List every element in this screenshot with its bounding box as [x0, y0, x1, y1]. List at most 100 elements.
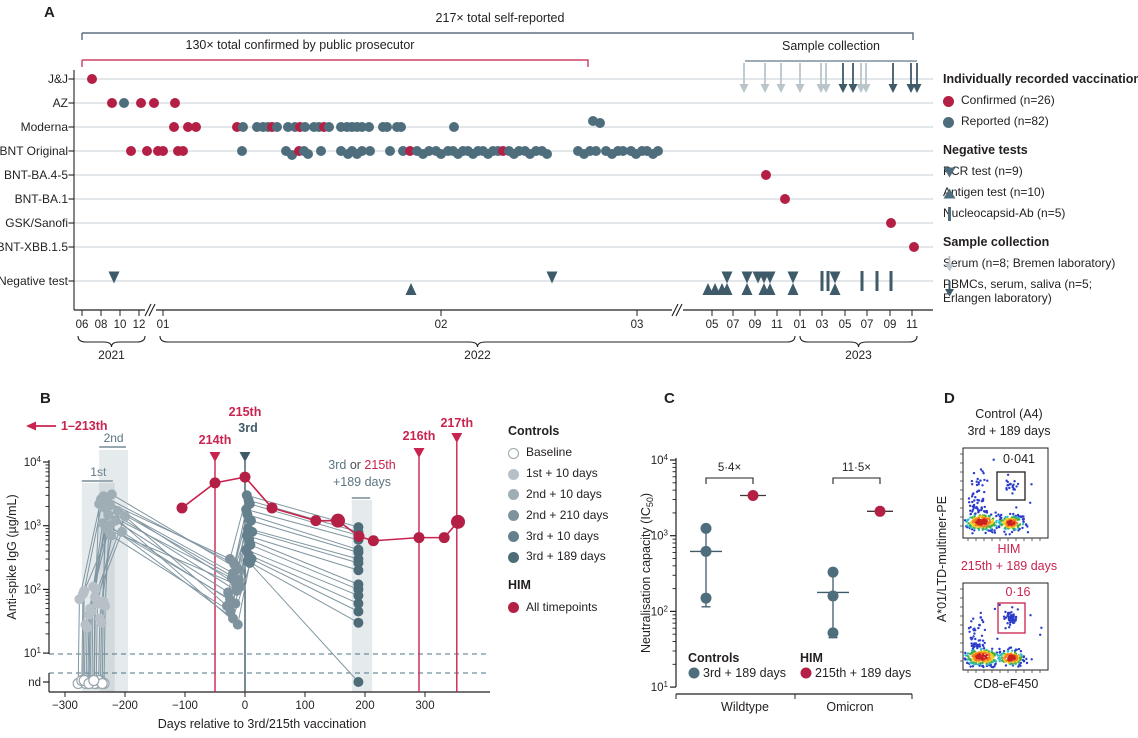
confirmed-vaccination-dot	[126, 146, 136, 156]
flow-event-dot	[979, 468, 983, 471]
flow-event-dot	[978, 623, 981, 627]
flow-event-dot	[983, 654, 986, 658]
flow-event-dot	[1018, 663, 1021, 666]
flow-event-dot	[1013, 621, 1016, 624]
flow-event-dot	[991, 656, 994, 660]
flow-event-dot	[982, 620, 985, 624]
flow-event-dot	[994, 511, 997, 514]
year-brace	[799, 335, 918, 348]
flow-event-dot	[969, 626, 972, 629]
control-point	[353, 557, 364, 568]
flow-event-dot	[971, 644, 975, 647]
flow-event-dot	[968, 501, 971, 504]
reported-dot-icon	[943, 116, 954, 128]
nucleocapsid-bar-icon	[948, 206, 951, 221]
reported-vaccination-dot	[398, 146, 408, 156]
flow-event-dot	[1019, 650, 1023, 653]
flow-event-dot	[1010, 611, 1013, 614]
flow-event-dot	[1006, 614, 1009, 618]
panel-d-letter: D	[944, 390, 955, 407]
flow-event-dot	[1001, 523, 1004, 526]
flow-event-dot	[991, 520, 995, 523]
bracket-label: 130× total confirmed by public prosecuto…	[186, 38, 415, 52]
confirmed-vaccination-dot	[87, 74, 97, 84]
y-axis-label: Anti-spike IgG (µg/mL)	[5, 494, 19, 619]
flow-event-dot	[970, 620, 973, 623]
sample-arrow-head	[776, 84, 786, 93]
antigen-test-marker	[721, 283, 733, 295]
gate-percentage: 0·16	[1005, 585, 1030, 599]
x-tick-label: 09	[884, 319, 897, 331]
x-tick-label: 01	[794, 319, 807, 331]
antigen-test-marker	[829, 283, 841, 295]
flow-event-dot	[1016, 524, 1019, 528]
controls-dot-icon	[688, 667, 700, 679]
y-tick-label: 101	[651, 680, 669, 694]
x-tick-label: 03	[631, 319, 644, 331]
confirmed-vaccination-dot	[405, 146, 415, 156]
x-tick-label: 08	[95, 319, 108, 331]
sample-arrow-head	[888, 84, 898, 93]
vaccinations-legend-title: Individually recorded vaccinations	[943, 72, 1138, 86]
flow-event-dot	[969, 665, 972, 668]
control-point	[827, 590, 839, 602]
him-point	[874, 505, 886, 517]
stage2-dot-icon	[508, 489, 519, 501]
legend-item-confirmed: Confirmed (n=26)	[943, 94, 1138, 108]
flow-event-dot	[970, 642, 973, 645]
flow-event-dot	[978, 657, 981, 660]
him-point	[331, 513, 345, 528]
x-tick-label: 10	[114, 319, 127, 331]
flow-event-dot	[1012, 487, 1015, 490]
sample-arrow-head	[848, 84, 858, 93]
flow-event-dot	[1008, 486, 1011, 490]
him-point	[266, 502, 278, 514]
control-trajectory	[81, 510, 359, 681]
year-label: 2022	[464, 348, 491, 362]
flow-event-dot	[1019, 515, 1022, 518]
gate-percentage: 0·041	[1003, 452, 1035, 466]
flow-event-dot	[1002, 522, 1006, 525]
flow-event-dot	[975, 483, 979, 487]
event-triangle	[413, 448, 425, 458]
flow-event-dot	[992, 659, 995, 662]
flow-event-dot	[971, 483, 974, 486]
flow-event-dot	[977, 663, 980, 666]
row-label: J&J	[48, 72, 68, 86]
him-line	[181, 476, 459, 542]
control-point	[94, 613, 105, 624]
flow-event-dot	[1013, 655, 1016, 658]
flow-event-dot	[1003, 658, 1006, 662]
flow-event-dot	[970, 479, 974, 483]
flow-event-dot	[970, 495, 974, 498]
him-legend-item: 215th + 189 days	[815, 666, 911, 680]
him-point	[367, 535, 379, 547]
reported-vaccination-dot	[424, 146, 434, 156]
flow-event-dot	[1009, 512, 1012, 516]
flow-event-dot	[966, 661, 969, 664]
flow-event-dot	[1022, 655, 1025, 659]
flow-event-dot	[1022, 520, 1025, 523]
x-tick-label: 03	[816, 319, 829, 331]
control-point	[231, 585, 242, 596]
flow-event-dot	[967, 518, 970, 521]
flow-event-dot	[1005, 487, 1008, 490]
flow-event-dot	[1012, 516, 1015, 519]
flow-event-dot	[1008, 646, 1011, 650]
legend-item-1st-10: 1st + 10 days	[508, 466, 640, 481]
fold-change-label: 5·4×	[718, 462, 741, 474]
control-point	[827, 627, 839, 639]
flow-event-dot	[978, 653, 981, 656]
legend-item-reported: Reported (n=82)	[943, 114, 1138, 129]
legend-label: PBMCs, serum, saliva (n=5; Erlangen labo…	[943, 276, 1093, 305]
bracket-label: 217× total self-reported	[436, 11, 565, 25]
sample-collection-label: Sample collection	[782, 39, 880, 53]
flow-event-dot	[975, 655, 978, 658]
flow-event-dot	[998, 657, 1001, 661]
flow-event-dot	[1019, 661, 1023, 665]
flow-event-dot	[967, 655, 970, 658]
flow-event-dot	[975, 521, 979, 525]
flow-event-dot	[973, 662, 976, 666]
flow-event-dot	[998, 659, 1001, 663]
him-dot-icon	[800, 667, 812, 679]
